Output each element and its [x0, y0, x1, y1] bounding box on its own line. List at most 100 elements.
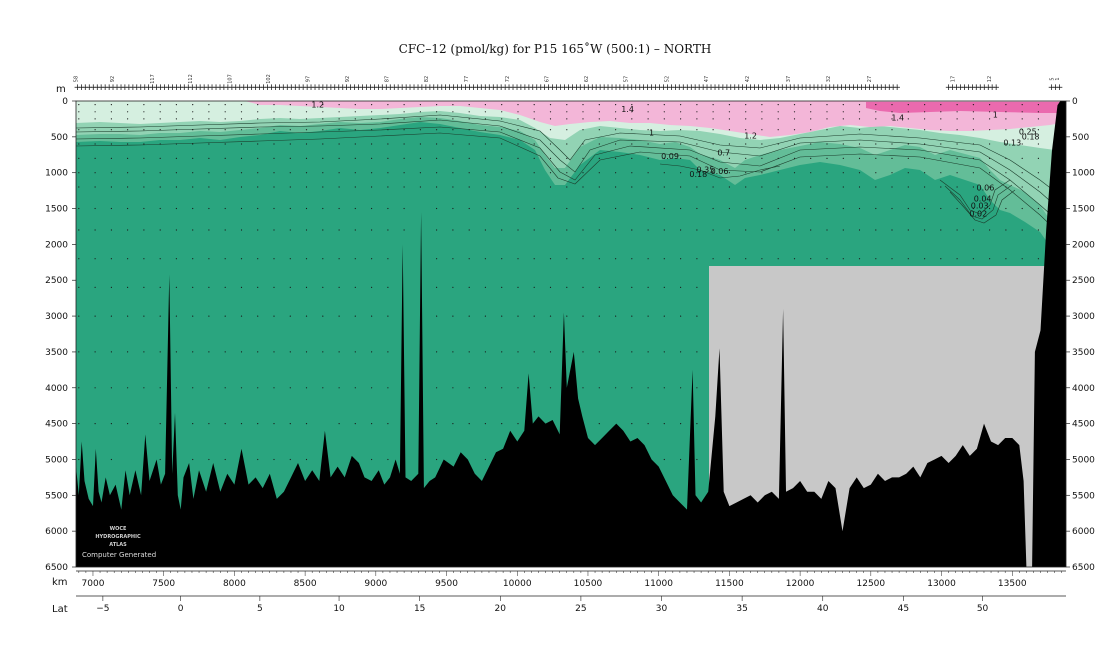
sample-dot [631, 104, 633, 106]
sample-dot [615, 118, 617, 120]
sample-dot [192, 104, 194, 106]
station-marker: + [842, 83, 850, 93]
sample-dot [761, 129, 763, 131]
station-marker: + [319, 83, 327, 93]
station-marker: + [957, 83, 965, 93]
sample-dot [192, 315, 194, 317]
sample-dot [484, 129, 486, 131]
sample-dot [94, 207, 96, 210]
sample-dot [696, 258, 698, 260]
distance-tick-label: 7500 [152, 579, 175, 589]
sample-dot [403, 143, 405, 145]
latitude-tick-label: 40 [817, 604, 829, 614]
sample-dot [305, 104, 308, 106]
sample-dot [615, 157, 617, 159]
sample-dot [680, 118, 682, 120]
sample-dot [615, 129, 617, 131]
sample-dot [598, 258, 600, 260]
sample-dot [989, 118, 991, 120]
sample-dot [777, 186, 779, 188]
depth-tick-label: 0 [62, 97, 68, 107]
station-number-label: 97 [305, 76, 311, 82]
sample-dot [305, 387, 308, 389]
sample-dot [273, 286, 275, 288]
sample-dot [175, 286, 177, 288]
sample-dot [94, 129, 96, 131]
station-number-label: 77 [464, 76, 470, 82]
station-marker: + [343, 83, 351, 93]
sample-dot [468, 129, 470, 131]
sample-dot [745, 118, 747, 120]
station-marker: + [482, 83, 490, 93]
sample-dot [110, 423, 112, 425]
watermark-line-4: Computer Generated [82, 551, 156, 559]
sample-dot [696, 143, 698, 145]
sample-dot [680, 229, 682, 231]
station-marker: + [137, 83, 145, 93]
sample-dot [728, 172, 731, 174]
sample-dot [468, 111, 470, 113]
sample-dot [663, 129, 665, 131]
sample-dot [110, 258, 112, 260]
sample-dot [631, 286, 633, 288]
station-marker: + [470, 83, 478, 93]
sample-dot [680, 111, 682, 113]
sample-dot [826, 143, 828, 145]
station-marker: + [82, 83, 90, 93]
contour-label: 0.09 [661, 152, 679, 161]
sample-dot [257, 229, 259, 231]
sample-dot [240, 286, 243, 288]
station-marker: + [751, 83, 759, 93]
sample-dot [875, 104, 877, 106]
latitude-tick-label: 45 [898, 604, 909, 614]
sample-dot [549, 207, 552, 210]
sample-dot [208, 104, 210, 106]
sample-dot [549, 286, 552, 288]
sample-dot [192, 258, 194, 260]
sample-dot [94, 229, 96, 231]
station-marker: + [406, 83, 414, 93]
sample-dot [598, 118, 600, 120]
sample-dot [208, 143, 210, 145]
sample-dot [289, 104, 291, 106]
sample-dot [175, 207, 177, 210]
station-marker: + [208, 83, 216, 93]
sample-dot [533, 186, 535, 188]
depth-tick-label: 2500 [45, 276, 68, 286]
sample-dot [501, 387, 503, 389]
sample-dot [501, 111, 503, 113]
depth-tick-label-right: 6000 [1072, 527, 1095, 537]
sample-dot [761, 258, 763, 260]
station-marker: + [628, 83, 636, 93]
sample-dot [745, 229, 747, 231]
sample-dot [257, 387, 259, 389]
sample-dot [696, 351, 698, 353]
sample-dot [436, 258, 438, 260]
sample-dot [338, 111, 340, 113]
sample-dot [891, 104, 893, 106]
sample-dot [842, 207, 844, 210]
sample-dot [208, 157, 210, 159]
sample-dot [631, 118, 633, 120]
sample-dot [1037, 111, 1039, 113]
sample-dot [484, 229, 486, 231]
sample-dot [240, 229, 243, 231]
sample-dot [224, 129, 226, 131]
station-marker: + [224, 83, 232, 93]
station-marker: + [866, 83, 874, 93]
sample-dot [419, 143, 421, 145]
sample-dot [127, 387, 129, 389]
sample-dot [436, 229, 438, 231]
station-marker: + [109, 83, 117, 93]
sample-dot [208, 129, 210, 131]
sample-dot [305, 229, 308, 231]
sample-dot [582, 143, 584, 145]
sample-dot [1005, 229, 1007, 231]
sample-dot [728, 111, 731, 113]
sample-dot [615, 207, 617, 210]
station-marker: + [604, 83, 612, 93]
sample-dot [338, 207, 340, 210]
station-marker: + [418, 83, 426, 93]
sample-dot [517, 207, 519, 210]
sample-dot [208, 286, 210, 288]
